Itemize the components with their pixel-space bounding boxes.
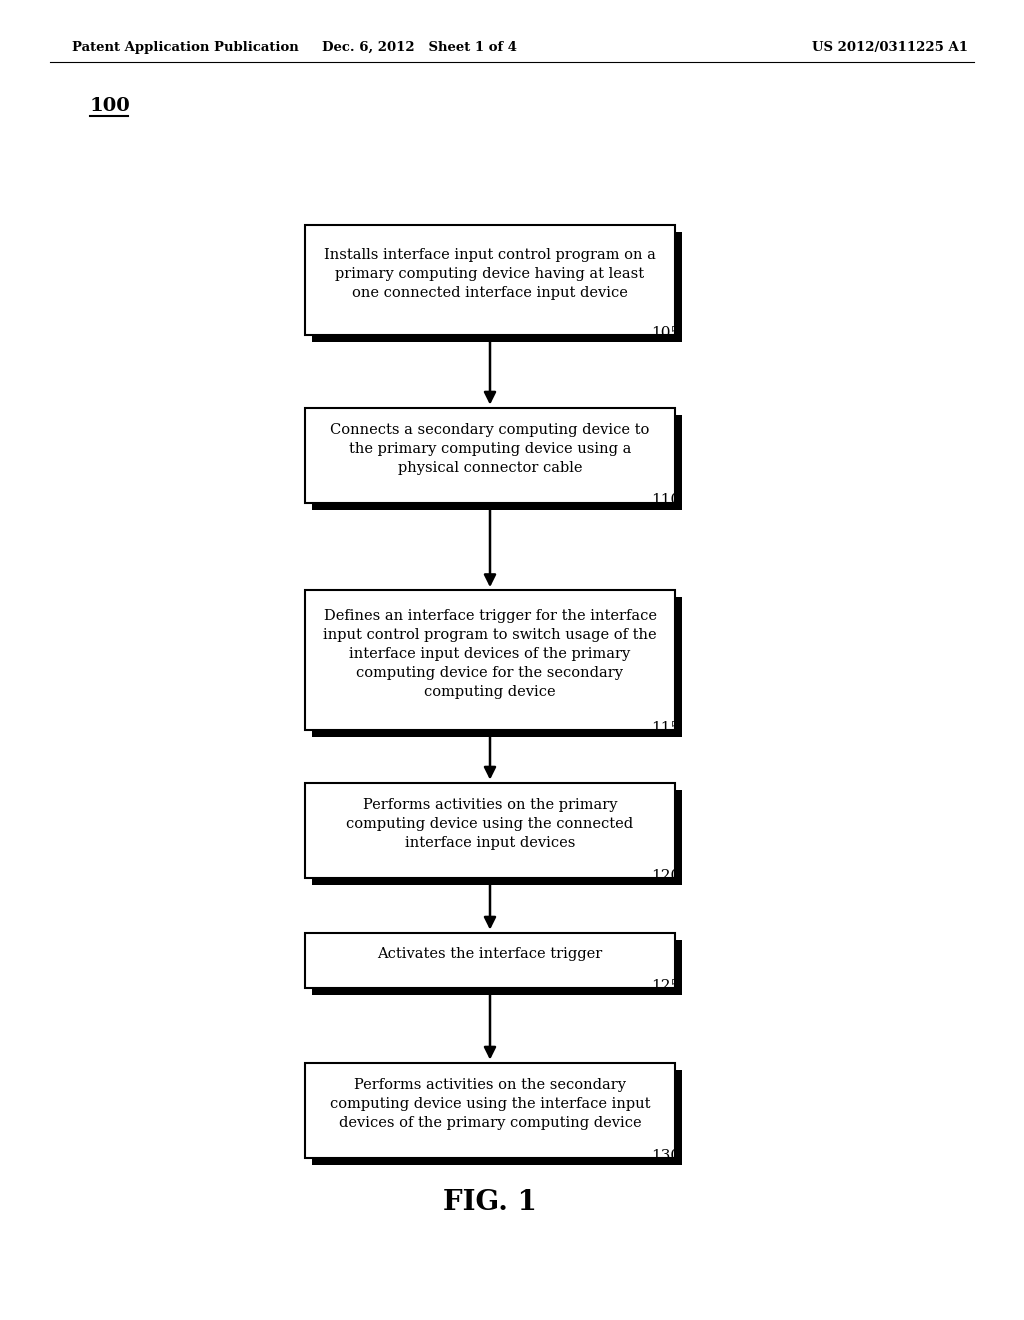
Text: Performs activities on the primary
computing device using the connected
interfac: Performs activities on the primary compu…: [346, 799, 634, 850]
Bar: [312, 414, 682, 510]
Text: Dec. 6, 2012   Sheet 1 of 4: Dec. 6, 2012 Sheet 1 of 4: [323, 41, 517, 54]
Bar: [305, 1063, 675, 1158]
Text: US 2012/0311225 A1: US 2012/0311225 A1: [812, 41, 968, 54]
Bar: [305, 590, 675, 730]
Text: 100: 100: [90, 96, 131, 115]
Bar: [312, 597, 682, 737]
Text: Installs interface input control program on a
primary computing device having at: Installs interface input control program…: [324, 248, 656, 300]
Text: Patent Application Publication: Patent Application Publication: [72, 41, 299, 54]
Bar: [305, 783, 675, 878]
Bar: [312, 789, 682, 884]
Text: 125: 125: [651, 978, 680, 993]
Text: 110: 110: [650, 494, 680, 507]
Text: Connects a secondary computing device to
the primary computing device using a
ph: Connects a secondary computing device to…: [331, 422, 649, 475]
Bar: [305, 932, 675, 987]
Text: 105: 105: [651, 326, 680, 341]
Text: Performs activities on the secondary
computing device using the interface input
: Performs activities on the secondary com…: [330, 1078, 650, 1130]
Bar: [312, 232, 682, 342]
Bar: [305, 408, 675, 503]
Bar: [312, 1069, 682, 1164]
Text: Defines an interface trigger for the interface
input control program to switch u: Defines an interface trigger for the int…: [324, 609, 656, 698]
Bar: [312, 940, 682, 994]
Bar: [305, 224, 675, 335]
Text: Activates the interface trigger: Activates the interface trigger: [378, 946, 603, 961]
Text: 120: 120: [650, 869, 680, 883]
Text: 115: 115: [651, 721, 680, 735]
Text: FIG. 1: FIG. 1: [443, 1188, 537, 1216]
Text: 130: 130: [651, 1148, 680, 1163]
